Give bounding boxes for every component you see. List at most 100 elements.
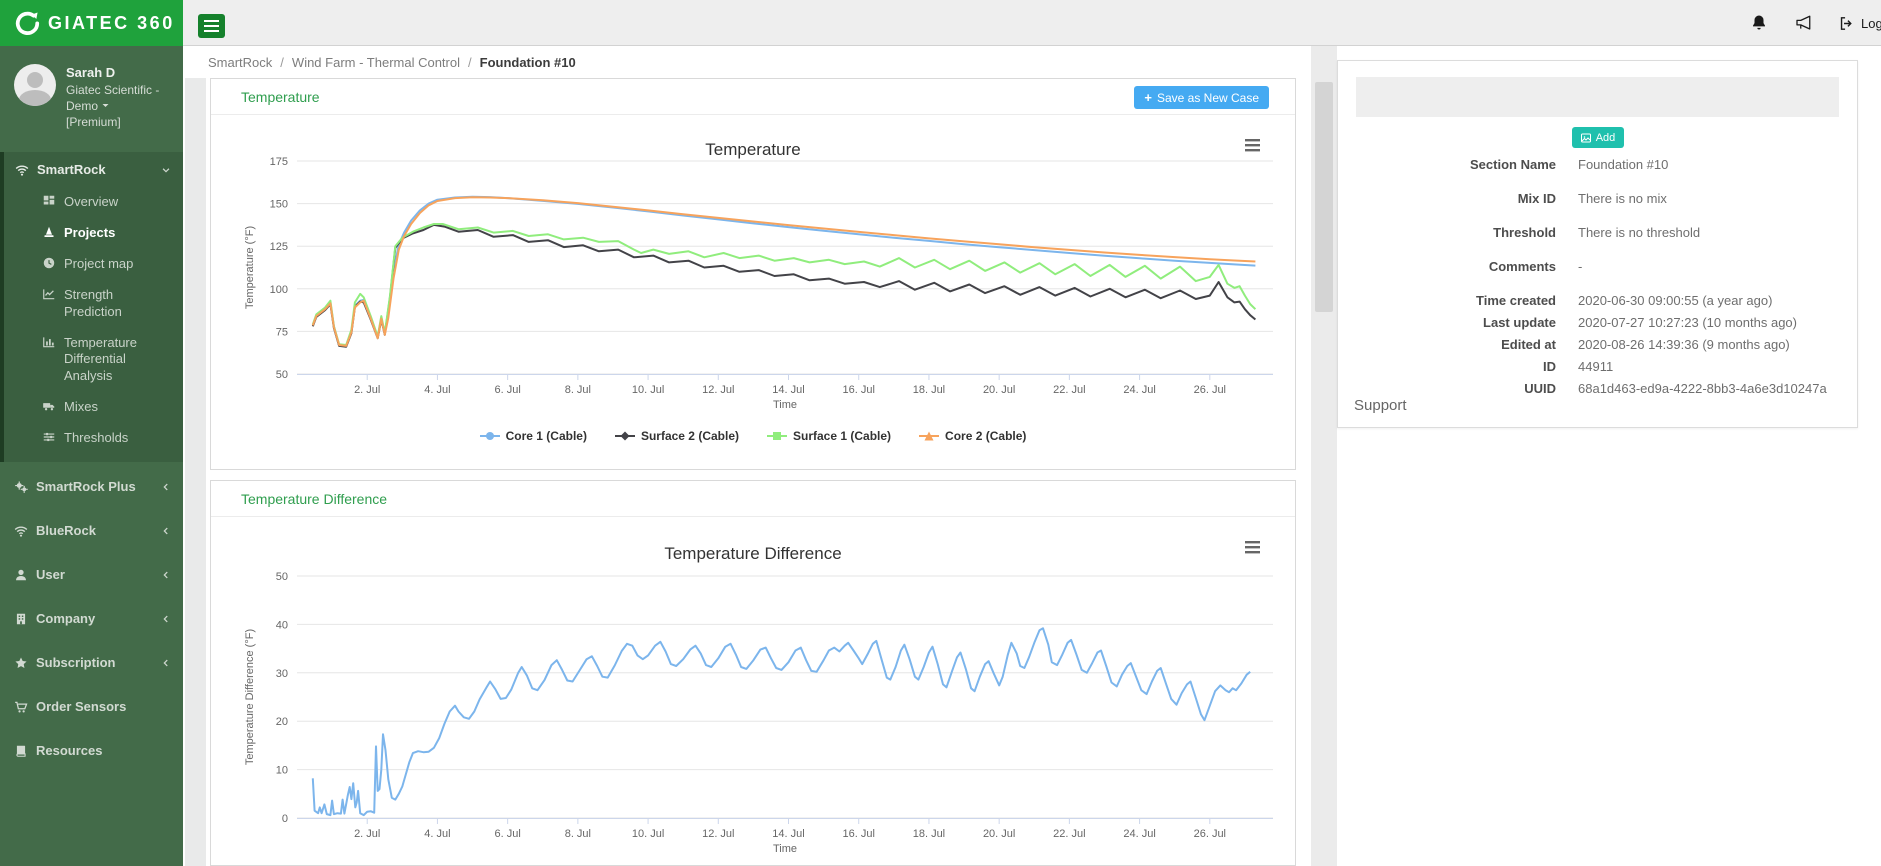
truck-icon — [43, 403, 55, 411]
sidebar: Sarah D Giatec Scientific - Demo [Premiu… — [0, 46, 183, 866]
field-value: 2020-08-26 14:39:36 (9 months ago) — [1578, 337, 1790, 352]
field-value: 44911 — [1578, 359, 1614, 374]
breadcrumb-separator: / — [280, 54, 284, 70]
y-tick-label: 125 — [270, 241, 288, 253]
sidebar-item-mixes[interactable]: Mixes — [4, 392, 183, 423]
sidebar-item-subscription[interactable]: Subscription — [0, 643, 183, 682]
legend-label: Surface 2 (Cable) — [640, 429, 739, 443]
chevron-left-icon — [163, 659, 168, 666]
x-tick-label: 24. Jul — [1123, 828, 1155, 840]
legend-marker-circle-icon — [479, 432, 500, 440]
chart-canvas: 0 10 20 30 40 50 2. Jul 4. Jul 6. Jul 8. Jul 10. J… — [244, 541, 1273, 855]
series-line — [311, 196, 1256, 347]
sidebar-item-thresholds[interactable]: Thresholds — [4, 423, 183, 454]
x-tick-label: 20. Jul — [983, 828, 1015, 840]
x-tick-label: 8. Jul — [565, 828, 591, 840]
field-row: Last update 2020-07-27 10:27:23 (10 month… — [1356, 315, 1839, 335]
clock-icon — [43, 257, 55, 269]
x-tick-label: 6. Jul — [494, 828, 520, 840]
bell-icon[interactable] — [1750, 14, 1768, 32]
chevron-left-icon — [163, 483, 168, 490]
sidebar-item-overview[interactable]: Overview — [4, 187, 183, 218]
field-value: There is no mix — [1578, 191, 1667, 206]
series-line — [311, 627, 1251, 817]
field-row: Section Name Foundation #10 — [1356, 157, 1839, 177]
field-value: Foundation #10 — [1578, 157, 1669, 172]
y-tick-label: 50 — [276, 369, 288, 381]
x-tick-label: 18. Jul — [913, 828, 945, 840]
field-row: UUID 68a1d463-ed9a-4222-8bb3-4a6e3d10247a — [1356, 381, 1839, 401]
sidebar-item-project-map[interactable]: Project map — [4, 249, 183, 280]
section-details-panel: Add Section Name Foundation #10 Mix ID Ther… — [1337, 60, 1858, 428]
giatec-logo-icon — [15, 11, 40, 35]
sidebar-item-temperature-differential-analysis[interactable]: Temperature Differential Analysis — [4, 328, 183, 393]
field-row: Time created 2020-06-30 09:00:55 (a year … — [1356, 293, 1839, 313]
sidebar-item-projects[interactable]: Projects — [4, 218, 183, 249]
sidebar-item-company[interactable]: Company — [0, 599, 183, 638]
x-tick-label: 22. Jul — [1053, 828, 1085, 840]
x-tick-label: 4. Jul — [424, 828, 450, 840]
legend-item[interactable]: Core 1 (Cable) — [479, 429, 587, 443]
save-as-new-case-button[interactable]: + Save as New Case — [1134, 86, 1269, 109]
x-tick-label: 14. Jul — [772, 828, 804, 840]
wifi-icon — [15, 165, 29, 176]
x-tick-label: 26. Jul — [1194, 384, 1226, 396]
user-profile[interactable]: Sarah D Giatec Scientific - Demo [Premiu… — [0, 46, 183, 142]
scrollbar-thumb[interactable] — [1315, 82, 1333, 312]
chart-menu-button[interactable] — [1245, 541, 1260, 554]
field-label: Time created — [1476, 293, 1556, 308]
legend-item[interactable]: Core 2 (Cable) — [919, 429, 1026, 443]
breadcrumb-item[interactable]: Wind Farm - Thermal Control — [291, 54, 460, 70]
field-value: 2020-06-30 09:00:55 (a year ago) — [1578, 293, 1773, 308]
field-row: Edited at 2020-08-26 14:39:36 (9 months a… — [1356, 337, 1839, 357]
app-title: GIATEC 360 — [48, 12, 175, 33]
temperature-chart: 50 75 100 125 150 175 2. Jul 4. Jul 6. Jul 8. Jul… — [211, 115, 1295, 476]
user-icon — [16, 569, 26, 580]
x-tick-label: 22. Jul — [1053, 384, 1085, 396]
y-tick-label: 175 — [270, 156, 288, 168]
legend-marker-square-icon — [767, 432, 787, 440]
building-icon — [16, 613, 26, 624]
section-fields: Section Name Foundation #10 Mix ID There is… — [1356, 157, 1839, 403]
add-image-button[interactable]: Add — [1571, 127, 1624, 148]
chart-menu-button[interactable] — [1245, 139, 1260, 152]
content-scrollbar[interactable] — [1311, 46, 1337, 866]
legend-label: Surface 1 (Cable) — [793, 429, 892, 443]
sidebar-item-order-sensors[interactable]: Order Sensors — [0, 687, 183, 726]
x-tick-label: 16. Jul — [843, 828, 875, 840]
y-tick-label: 150 — [270, 199, 288, 211]
megaphone-icon[interactable] — [1794, 14, 1812, 32]
sidebar-item-smartrock-plus[interactable]: SmartRock Plus — [0, 467, 183, 506]
logout-button[interactable]: Log — [1838, 15, 1881, 32]
field-label: Comments — [1488, 259, 1556, 274]
top-header-bar: GIATEC 360 Log — [0, 0, 1881, 46]
legend-item[interactable]: Surface 2 (Cable) — [614, 429, 739, 443]
legend-item[interactable]: Surface 1 (Cable) — [767, 429, 891, 443]
temperature-difference-card-title: Temperature Difference — [241, 490, 388, 507]
sidebar-item-strength-prediction[interactable]: Strength Prediction — [4, 280, 183, 328]
sidebar-item-bluerock[interactable]: BlueRock — [0, 511, 183, 550]
temperature-card: Temperature + Save as New Case 50 75 100 12… — [210, 78, 1296, 470]
field-label: Edited at — [1501, 337, 1556, 352]
x-tick-label: 10. Jul — [632, 828, 664, 840]
sidebar-item-user[interactable]: User — [0, 555, 183, 594]
legend-marker-diamond-icon — [614, 431, 635, 441]
sidebar-item-smartrock[interactable]: SmartRock — [4, 152, 183, 187]
breadcrumb-item[interactable]: SmartRock — [208, 54, 273, 70]
field-label: Threshold — [1493, 225, 1556, 240]
chevron-down-icon — [102, 103, 109, 107]
temperature-difference-card: Temperature Difference 0 10 20 30 40 50 2. Jul… — [210, 480, 1296, 866]
sidebar-toggle-button[interactable] — [198, 14, 225, 38]
chevron-left-icon — [163, 571, 168, 578]
star-icon — [15, 656, 27, 668]
field-label: ID — [1543, 359, 1556, 374]
content-left-gutter — [185, 78, 206, 866]
grid-icon — [43, 195, 55, 205]
y-axis-title: Temperature Difference (°F) — [244, 629, 256, 765]
x-axis-title: Time — [773, 399, 797, 411]
sidebar-item-resources[interactable]: Resources — [0, 731, 183, 770]
field-value: 68a1d463-ed9a-4222-8bb3-4a6e3d10247a — [1578, 381, 1827, 396]
plus-icon: + — [1144, 90, 1152, 105]
field-label: Last update — [1483, 315, 1556, 330]
